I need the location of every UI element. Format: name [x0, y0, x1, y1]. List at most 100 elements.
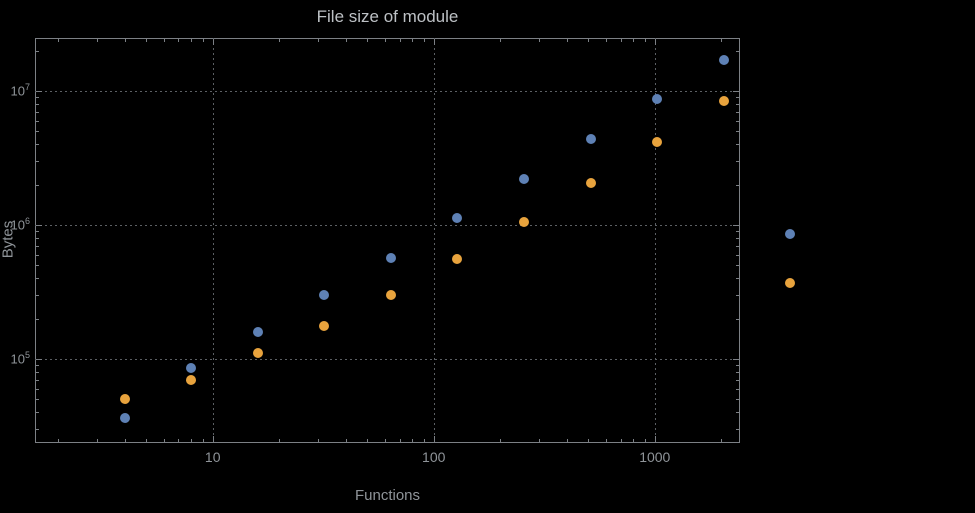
tick-mark: [384, 439, 386, 442]
tick-mark: [146, 439, 148, 442]
data-point-blue: [785, 229, 796, 240]
tick-mark: [566, 39, 568, 42]
tick-mark: [36, 388, 39, 390]
x-gridline: [654, 38, 656, 443]
tick-mark: [367, 439, 369, 442]
tick-mark: [399, 439, 401, 442]
tick-mark: [163, 439, 165, 442]
tick-mark: [367, 39, 369, 42]
data-point-blue: [652, 93, 663, 104]
data-point-blue: [585, 133, 596, 144]
data-point-orange: [652, 137, 663, 148]
tick-mark: [36, 318, 39, 320]
tick-mark: [433, 39, 435, 45]
tick-mark: [279, 39, 281, 42]
tick-mark: [36, 103, 39, 105]
data-point-blue: [252, 326, 263, 337]
tick-mark: [736, 294, 739, 296]
tick-mark: [212, 39, 214, 45]
tick-mark: [736, 231, 739, 233]
data-point-orange: [585, 178, 596, 189]
y-tick-label: 106: [10, 215, 30, 233]
tick-mark: [36, 412, 39, 414]
tick-mark: [202, 39, 204, 42]
x-axis-label: Functions: [354, 487, 421, 504]
tick-mark: [539, 439, 541, 442]
tick-mark: [191, 439, 193, 442]
tick-mark: [605, 439, 607, 442]
y-tick-label: 107: [10, 81, 30, 99]
tick-mark: [36, 224, 42, 226]
tick-mark: [36, 399, 39, 401]
tick-mark: [318, 39, 320, 42]
data-point-orange: [785, 277, 796, 288]
tick-mark: [423, 439, 425, 442]
tick-mark: [736, 120, 739, 122]
tick-mark: [36, 111, 39, 113]
tick-mark: [736, 365, 739, 367]
tick-mark: [736, 144, 739, 146]
x-gridline: [433, 38, 435, 443]
tick-mark: [620, 39, 622, 42]
tick-mark: [36, 120, 39, 122]
tick-mark: [36, 231, 39, 233]
data-point-orange: [252, 348, 263, 359]
data-point-orange: [518, 217, 529, 228]
tick-mark: [36, 144, 39, 146]
data-point-blue: [319, 289, 330, 300]
tick-mark: [736, 184, 739, 186]
tick-mark: [620, 439, 622, 442]
tick-mark: [124, 39, 126, 42]
y-gridline: [35, 90, 740, 92]
tick-mark: [736, 160, 739, 162]
tick-mark: [423, 39, 425, 42]
tick-mark: [736, 388, 739, 390]
tick-mark: [633, 439, 635, 442]
tick-mark: [36, 50, 39, 52]
tick-mark: [736, 111, 739, 113]
tick-mark: [36, 131, 39, 133]
x-gridline: [212, 38, 214, 443]
tick-mark: [721, 439, 723, 442]
tick-mark: [36, 184, 39, 186]
y-tick-label: 105: [10, 349, 30, 367]
tick-mark: [605, 39, 607, 42]
tick-mark: [36, 90, 42, 92]
tick-mark: [279, 439, 281, 442]
tick-mark: [736, 131, 739, 133]
tick-mark: [399, 39, 401, 42]
tick-mark: [36, 245, 39, 247]
tick-mark: [633, 39, 635, 42]
data-point-orange: [319, 321, 330, 332]
data-point-orange: [385, 289, 396, 300]
tick-mark: [384, 39, 386, 42]
data-point-orange: [718, 96, 729, 107]
tick-mark: [345, 39, 347, 42]
tick-mark: [212, 436, 214, 442]
tick-mark: [736, 237, 739, 239]
data-point-blue: [718, 54, 729, 65]
tick-mark: [36, 265, 39, 267]
tick-mark: [36, 365, 39, 367]
tick-mark: [36, 254, 39, 256]
data-point-orange: [119, 394, 130, 405]
tick-mark: [736, 429, 739, 431]
tick-mark: [318, 439, 320, 442]
y-gridline: [35, 358, 740, 360]
tick-mark: [539, 39, 541, 42]
tick-mark: [736, 379, 739, 381]
plot-frame: [35, 38, 740, 443]
tick-mark: [736, 245, 739, 247]
data-point-blue: [452, 213, 463, 224]
tick-mark: [654, 436, 656, 442]
data-point-blue: [385, 252, 396, 263]
tick-mark: [736, 254, 739, 256]
tick-mark: [736, 371, 739, 373]
tick-mark: [500, 439, 502, 442]
tick-mark: [191, 39, 193, 42]
tick-mark: [721, 39, 723, 42]
tick-mark: [36, 371, 39, 373]
tick-mark: [178, 439, 180, 442]
tick-mark: [36, 379, 39, 381]
tick-mark: [588, 39, 590, 42]
